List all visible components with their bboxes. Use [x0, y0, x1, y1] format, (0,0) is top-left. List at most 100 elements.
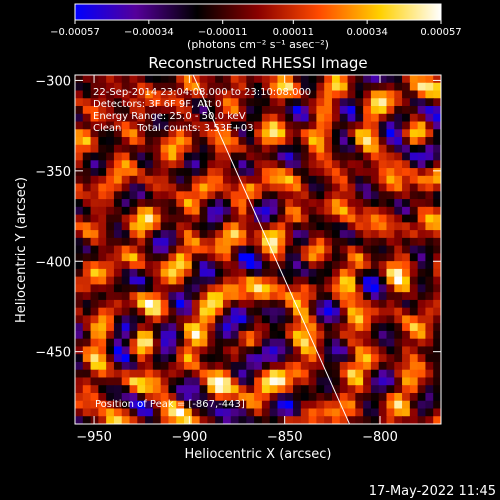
heatmap-cell — [339, 377, 349, 386]
heatmap-cell — [433, 385, 441, 394]
heatmap-cell — [145, 144, 154, 154]
heatmap-cell — [378, 315, 388, 324]
heatmap-cell — [308, 168, 318, 177]
heatmap-cell — [331, 222, 341, 231]
heatmap-cell — [160, 338, 170, 348]
heatmap-cell — [316, 230, 325, 239]
heatmap-cell — [324, 392, 333, 402]
heatmap-cell — [199, 315, 208, 324]
heatmap-cell — [433, 121, 441, 130]
heatmap-cell — [277, 354, 286, 363]
heatmap-cell — [113, 175, 123, 185]
heatmap-cell — [269, 354, 279, 363]
heatmap-cell — [261, 408, 271, 417]
heatmap-cell — [207, 144, 216, 154]
heatmap-cell — [277, 237, 286, 247]
heatmap-cell — [176, 230, 185, 239]
heatmap-cell — [246, 82, 255, 92]
heatmap-cell — [293, 183, 302, 192]
heatmap-cell — [82, 392, 92, 402]
heatmap-cell — [308, 261, 318, 270]
heatmap-cell — [355, 137, 364, 146]
heatmap-cell — [285, 261, 294, 270]
heatmap-cell — [331, 144, 341, 154]
heatmap-cell — [184, 121, 193, 130]
heatmap-cell — [339, 75, 349, 84]
heatmap-cell — [347, 346, 356, 355]
heatmap-cell — [152, 330, 162, 340]
heatmap-cell — [75, 299, 84, 309]
heatmap-cell — [160, 222, 170, 231]
heatmap-cell — [176, 191, 185, 200]
heatmap-cell — [75, 268, 84, 278]
heatmap-cell — [285, 160, 294, 169]
heatmap-cell — [308, 160, 318, 169]
colorbar-unit-label: (photons cm⁻² s⁻¹ asec⁻²) — [187, 38, 329, 51]
heatmap-cell — [402, 408, 411, 417]
heatmap-cell — [106, 175, 115, 185]
heatmap-cell — [168, 129, 177, 138]
heatmap-cell — [145, 307, 154, 317]
heatmap-cell — [184, 90, 193, 99]
heatmap-cell — [152, 416, 162, 424]
heatmap-cell — [113, 237, 123, 247]
heatmap-cell — [316, 121, 325, 130]
heatmap-cell — [324, 175, 333, 185]
heatmap-cell — [254, 245, 263, 254]
heatmap-cell — [152, 346, 162, 355]
heatmap-cell — [75, 361, 84, 371]
heatmap-cell — [238, 261, 247, 270]
heatmap-cell — [355, 361, 364, 371]
heatmap-cell — [261, 307, 271, 317]
heatmap-cell — [293, 214, 302, 223]
heatmap-cell — [90, 98, 99, 107]
heatmap-cell — [98, 245, 107, 254]
heatmap-cell — [386, 416, 395, 424]
heatmap-cell — [347, 75, 356, 84]
heatmap-cell — [308, 276, 318, 285]
heatmap-cell — [75, 354, 84, 363]
heatmap-cell — [238, 354, 247, 363]
heatmap-cell — [269, 377, 279, 386]
heatmap-cell — [425, 137, 434, 146]
heatmap-cell — [82, 121, 92, 130]
heatmap-cell — [137, 346, 146, 355]
heatmap-cell — [106, 307, 115, 317]
heatmap-cell — [129, 106, 138, 115]
heatmap-cell — [261, 160, 271, 169]
heatmap-cell — [293, 230, 302, 239]
heatmap-cell — [137, 292, 146, 301]
heatmap-cell — [394, 338, 403, 348]
heatmap-cell — [168, 168, 177, 177]
heatmap-cell — [394, 121, 403, 130]
heatmap-cell — [402, 206, 411, 216]
heatmap-cell — [230, 253, 240, 262]
heatmap-cell — [277, 400, 286, 410]
heatmap-cell — [409, 175, 419, 185]
heatmap-cell — [199, 206, 208, 216]
heatmap-cell — [355, 385, 364, 394]
heatmap-cell — [145, 191, 154, 200]
heatmap-cell — [254, 385, 263, 394]
heatmap-cell — [145, 408, 154, 417]
heatmap-cell — [254, 416, 263, 424]
heatmap-cell — [433, 199, 441, 208]
heatmap-cell — [254, 307, 263, 317]
heatmap-cell — [230, 129, 240, 138]
heatmap-cell — [269, 160, 279, 169]
heatmap-cell — [277, 245, 286, 254]
heatmap-cell — [176, 75, 185, 84]
heatmap-cell — [215, 152, 224, 161]
heatmap-cell — [176, 268, 185, 278]
heatmap-cell — [230, 191, 240, 200]
heatmap-cell — [285, 385, 294, 394]
heatmap-cell — [261, 392, 271, 402]
heatmap-cell — [261, 284, 271, 293]
heatmap-cell — [363, 152, 372, 161]
heatmap-cell — [378, 253, 388, 262]
heatmap-cell — [409, 408, 419, 417]
heatmap-cell — [98, 199, 107, 208]
heatmap-cell — [378, 284, 388, 293]
heatmap-cell — [308, 307, 318, 317]
heatmap-cell — [199, 237, 208, 247]
